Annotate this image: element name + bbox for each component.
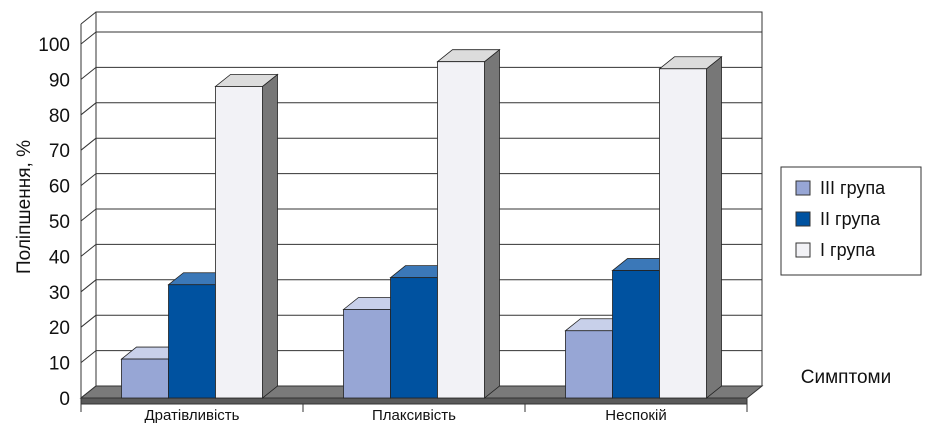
legend-label: III група [820, 178, 886, 198]
floor-front [80, 397, 748, 405]
bar [565, 330, 613, 399]
gridline-depth [80, 67, 97, 80]
bar-side [706, 55, 722, 399]
x-axis-title: Симптоми [801, 367, 891, 388]
gridline-depth [80, 314, 97, 328]
bar [343, 309, 391, 399]
y-tick-label: 60 [49, 177, 70, 198]
bar [437, 61, 485, 399]
x-category-label: Неспокій [605, 407, 666, 424]
legend-swatch [795, 242, 811, 258]
y-tick-label: 70 [49, 141, 70, 162]
gridline-depth [80, 31, 97, 45]
gridline-depth [80, 102, 97, 116]
bar [659, 68, 707, 399]
bar [612, 270, 660, 399]
gridline-depth [80, 244, 97, 257]
y-tick-label: 40 [49, 247, 70, 268]
gridline-depth [80, 208, 97, 222]
gridline-depth [80, 350, 97, 363]
bar [121, 358, 169, 399]
bars [120, 48, 723, 399]
gridline-depth [80, 137, 97, 151]
bar [168, 284, 216, 399]
x-category-labels: Дратівливість Плаксивість Неспокій [145, 407, 667, 424]
y-tick-label: 100 [38, 35, 70, 56]
y-tick-label: 80 [49, 106, 70, 127]
x-category-label: Дратівливість [145, 407, 240, 424]
legend-label: I група [820, 240, 876, 260]
legend: III група II група I група [780, 166, 922, 276]
y-tick-label: 30 [49, 283, 70, 304]
y-tick-label: 0 [59, 389, 70, 410]
legend-swatch [795, 211, 811, 227]
bar [215, 86, 263, 399]
y-axis-title: Поліпшення, % [14, 140, 35, 274]
legend-label: II група [820, 209, 881, 229]
legend-swatch [795, 180, 811, 196]
y-tick-labels: 0 10 20 30 40 50 60 70 80 90 100 [38, 35, 70, 410]
bar-side [484, 48, 500, 399]
y-tick-label: 10 [49, 354, 70, 375]
y-tick-label: 90 [49, 70, 70, 91]
y-tick-label: 50 [49, 212, 70, 233]
x-category-label: Плаксивість [372, 407, 456, 424]
gridline-depth [80, 279, 97, 293]
gridline-depth [80, 173, 97, 186]
bar [390, 277, 438, 399]
bar-side [262, 73, 278, 399]
y-tick-label: 20 [49, 318, 70, 339]
